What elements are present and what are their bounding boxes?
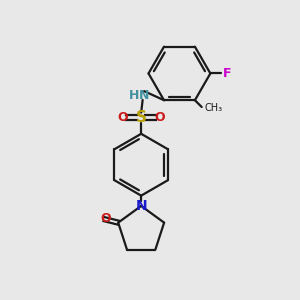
Text: O: O (154, 111, 165, 124)
Text: H: H (129, 89, 139, 102)
Text: N: N (135, 199, 147, 213)
Text: F: F (223, 67, 231, 80)
Text: N: N (139, 89, 149, 102)
Text: CH₃: CH₃ (204, 103, 223, 113)
Text: S: S (136, 110, 147, 125)
Text: O: O (100, 212, 111, 225)
Text: O: O (118, 111, 128, 124)
